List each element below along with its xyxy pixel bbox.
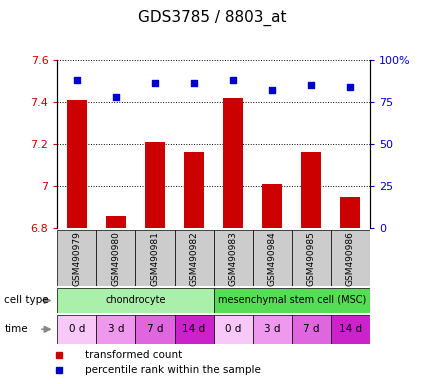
Text: 14 d: 14 d (182, 324, 206, 334)
Point (269, 87, 275, 93)
Bar (331, 315, 370, 344)
Bar (57, 315, 96, 344)
Text: 0 d: 0 d (225, 324, 241, 334)
Text: GSM490980: GSM490980 (111, 231, 120, 286)
Bar (57, 230, 96, 286)
Text: transformed count: transformed count (85, 350, 182, 360)
Point (191, 80, 198, 86)
Bar (57, 288, 213, 313)
Bar (223, 98, 243, 228)
Bar (213, 288, 370, 313)
Text: GSM490983: GSM490983 (229, 231, 238, 286)
Text: time: time (4, 324, 28, 334)
Point (152, 80, 159, 86)
Bar (292, 230, 331, 286)
Text: GSM490982: GSM490982 (190, 231, 198, 286)
Bar (136, 315, 175, 344)
Text: percentile rank within the sample: percentile rank within the sample (85, 366, 261, 376)
Text: 14 d: 14 d (339, 324, 362, 334)
Text: GSM490984: GSM490984 (268, 231, 277, 286)
Text: cell type: cell type (4, 295, 49, 306)
Bar (184, 152, 204, 228)
Text: mesenchymal stem cell (MSC): mesenchymal stem cell (MSC) (218, 295, 366, 306)
Bar (67, 99, 87, 228)
Bar (175, 230, 213, 286)
Text: GSM490985: GSM490985 (307, 231, 316, 286)
Text: GSM490979: GSM490979 (72, 231, 82, 286)
Bar (331, 230, 370, 286)
Point (347, 83, 354, 89)
Point (230, 77, 236, 83)
Point (308, 82, 314, 88)
Text: 0 d: 0 d (69, 324, 85, 334)
Bar (340, 197, 360, 228)
Bar (145, 142, 165, 228)
Bar (106, 216, 126, 228)
Text: 7 d: 7 d (147, 324, 163, 334)
Bar (292, 315, 331, 344)
Text: chondrocyte: chondrocyte (105, 295, 166, 306)
Bar (262, 184, 282, 228)
Text: GDS3785 / 8803_at: GDS3785 / 8803_at (138, 10, 287, 26)
Bar (252, 315, 292, 344)
Bar (213, 315, 252, 344)
Bar (213, 230, 252, 286)
Bar (252, 230, 292, 286)
Point (74, 77, 80, 83)
Bar (136, 230, 175, 286)
Text: 3 d: 3 d (108, 324, 124, 334)
Text: GSM490981: GSM490981 (150, 231, 159, 286)
Bar (301, 152, 321, 228)
Bar (96, 315, 136, 344)
Text: 3 d: 3 d (264, 324, 280, 334)
Text: GSM490986: GSM490986 (346, 231, 355, 286)
Bar (96, 230, 136, 286)
Text: 7 d: 7 d (303, 324, 320, 334)
Point (113, 94, 119, 100)
Bar (175, 315, 213, 344)
